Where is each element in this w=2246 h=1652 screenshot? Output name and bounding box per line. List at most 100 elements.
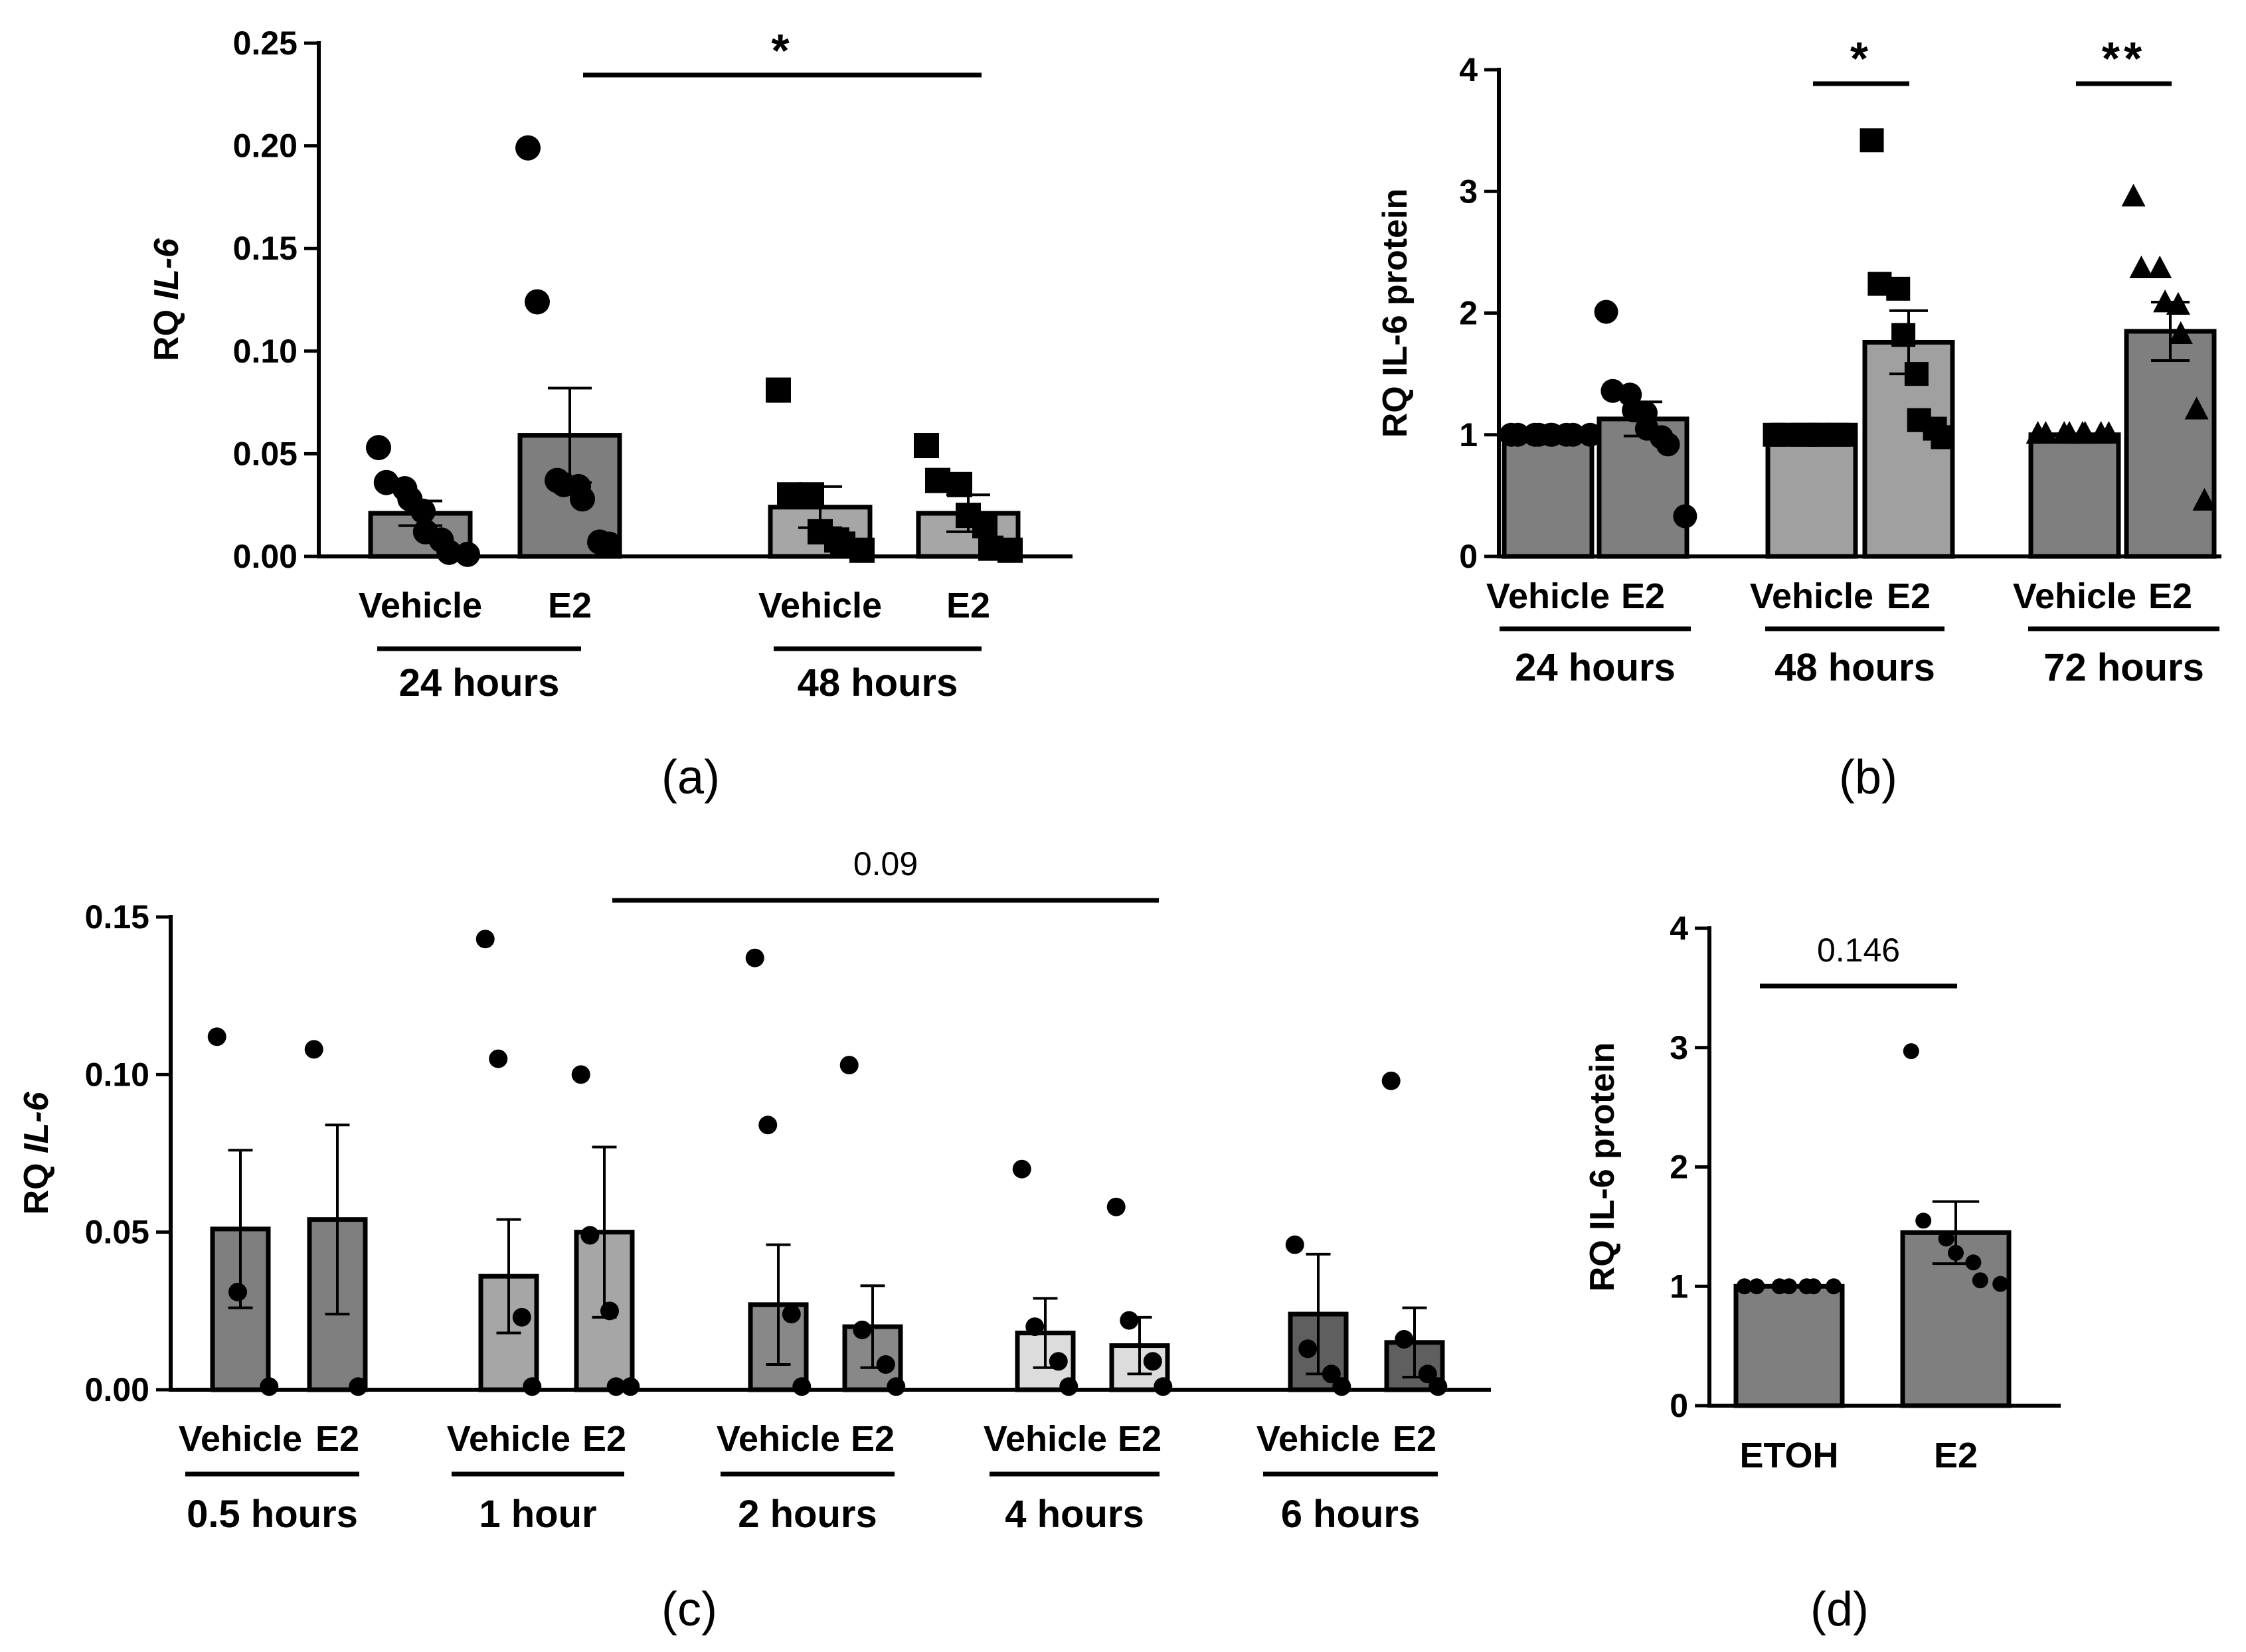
data-point: [1418, 1364, 1437, 1384]
data-point: [914, 433, 939, 459]
data-point: [1826, 1278, 1842, 1295]
x-category-label: E2: [582, 1419, 626, 1459]
x-category-label: Vehicle: [984, 1419, 1107, 1459]
data-point: [1059, 1377, 1079, 1396]
group-label: 48 hours: [1774, 646, 1935, 689]
data-point: [260, 1377, 279, 1396]
y-tick-label: 4: [1670, 910, 1688, 947]
x-category-label: E2: [315, 1419, 359, 1459]
data-point: [1891, 323, 1916, 347]
data-point: [2168, 321, 2193, 344]
data-point: [1012, 1159, 1031, 1179]
data-point: [2148, 255, 2172, 279]
data-point: [1285, 1235, 1304, 1254]
data-point: [2129, 255, 2154, 279]
data-point: [972, 513, 997, 538]
data-point: [1948, 1244, 1964, 1261]
group-label: 0.5 hours: [187, 1493, 358, 1536]
data-point: [887, 1377, 906, 1396]
data-point: [997, 537, 1023, 563]
data-point: [525, 289, 550, 315]
y-tick-label: 1: [1459, 416, 1478, 454]
panel-b: 0 1 2 3 4 RQ IL-6 protein Vehicle E2 Vehicle E2 Ve…: [1376, 33, 2221, 804]
data-point: [849, 537, 875, 563]
significance-label: **: [2102, 33, 2146, 84]
y-axis-label: RQ IL-6 protein: [1376, 189, 1415, 438]
data-point: [600, 1301, 619, 1321]
panel-label: (c): [661, 1583, 717, 1636]
data-point: [1903, 1043, 1919, 1060]
data-point: [455, 541, 480, 567]
significance-label: 0.146: [1817, 932, 1900, 969]
x-category-label: E2: [1934, 1436, 1978, 1475]
data-point: [1992, 1276, 2009, 1292]
data-point: [1749, 1278, 1765, 1295]
x-category-label: E2: [1118, 1419, 1162, 1459]
y-tick-label: 0: [1670, 1387, 1688, 1424]
data-point: [1915, 1212, 1932, 1229]
data-point: [515, 135, 541, 161]
panel-c: 0.00 0.05 0.10 0.15 RQ IL-6 Vehicle E2 Vehicle E…: [17, 845, 1491, 1636]
data-point: [2121, 183, 2146, 206]
bar-b-0: [1502, 432, 1595, 559]
data-point: [207, 1027, 226, 1046]
data-point: [839, 1056, 859, 1075]
y-tick-label: 0: [1459, 538, 1478, 575]
data-point: [1805, 1278, 1822, 1295]
panel-label: (d): [1810, 1583, 1869, 1636]
x-category-label: Vehicle: [758, 586, 882, 625]
y-tick-label: 0.15: [233, 230, 298, 267]
data-point: [475, 930, 495, 949]
data-point: [876, 1355, 895, 1374]
data-point: [1298, 1339, 1318, 1359]
y-tick-label: 0.10: [85, 1056, 149, 1093]
significance-label: *: [1850, 33, 1872, 84]
data-point: [1120, 1311, 1139, 1330]
y-tick-label: 0.15: [85, 898, 149, 936]
error-bar: [325, 1123, 350, 1316]
x-category-label: Vehicle: [717, 1419, 840, 1459]
group-label: 2 hours: [738, 1493, 877, 1536]
group-label: 24 hours: [399, 661, 560, 704]
data-point: [2097, 421, 2121, 444]
data-point: [621, 1377, 640, 1396]
y-tick-label: 4: [1459, 51, 1478, 88]
y-tick-label: 0.05: [85, 1214, 149, 1251]
y-axis-label-prefix: RQ: [17, 1153, 56, 1214]
data-point: [853, 1320, 872, 1339]
data-point: [1381, 1071, 1401, 1090]
data-point: [304, 1040, 323, 1059]
y-tick-label: 0.00: [233, 538, 298, 575]
data-point: [523, 1377, 542, 1396]
data-point: [1781, 1278, 1797, 1295]
data-point: [1322, 1364, 1341, 1384]
y-tick-label: 0.05: [233, 435, 298, 472]
x-category-label: E2: [1393, 1419, 1436, 1459]
error-bar: [766, 1243, 791, 1366]
data-point: [758, 1115, 778, 1135]
bar-b-4: [2028, 432, 2121, 559]
data-point: [1578, 422, 1602, 447]
data-point: [2033, 421, 2058, 444]
group-label: 72 hours: [2043, 646, 2204, 689]
data-point: [2166, 291, 2190, 315]
data-point: [1106, 1197, 1126, 1216]
data-point: [489, 1049, 508, 1068]
bar-d-0: [1733, 1283, 1845, 1408]
group-label: 24 hours: [1515, 646, 1676, 689]
data-point: [436, 539, 462, 565]
data-point: [1859, 128, 1884, 153]
data-point: [228, 1282, 247, 1301]
data-point: [1965, 1254, 1982, 1271]
y-tick-label: 0.20: [233, 127, 298, 165]
data-point: [1332, 1377, 1351, 1396]
data-point: [1938, 1230, 1954, 1247]
data-point: [1395, 1330, 1414, 1349]
data-point: [1886, 276, 1911, 301]
data-point: [1025, 1317, 1045, 1337]
x-category-label: E2: [2148, 576, 2192, 616]
x-category-label: Vehicle: [1750, 576, 1873, 616]
data-point: [1931, 425, 1955, 450]
group-label: 1 hour: [479, 1493, 596, 1536]
